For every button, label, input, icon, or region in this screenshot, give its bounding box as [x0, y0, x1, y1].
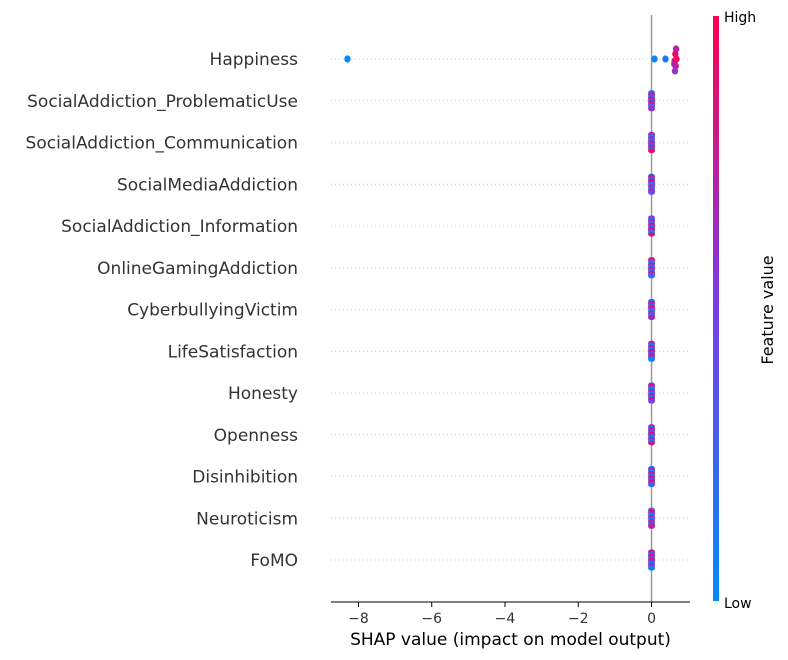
data-point: [648, 357, 655, 362]
feature-label: Neuroticism: [196, 509, 298, 529]
data-point: [651, 55, 658, 63]
data-point: [671, 67, 679, 75]
data-point: [671, 60, 678, 68]
x-tick-label: −6: [421, 611, 442, 627]
data-point: [648, 482, 655, 488]
data-point: [648, 315, 655, 321]
x-tick-label: 0: [647, 611, 656, 627]
feature-row-guides: [331, 58, 690, 561]
data-point: [344, 55, 351, 63]
data-point: [648, 106, 655, 112]
colorbar-title: Feature value: [758, 255, 777, 364]
feature-label: SocialMediaAddiction: [117, 175, 298, 195]
feature-label: Openness: [214, 426, 298, 446]
feature-label: OnlineGamingAddiction: [97, 259, 298, 279]
data-point: [648, 440, 655, 446]
feature-label: SocialAddiction_ProblematicUse: [27, 92, 298, 112]
feature-label: CyberbullyingVictim: [127, 301, 298, 321]
colorbar-high-label: High: [724, 10, 756, 26]
data-point: [648, 190, 655, 195]
feature-label: LifeSatisfaction: [168, 342, 298, 362]
x-axis-ticks: −8 −6 −4 −2 0: [348, 602, 656, 627]
feature-label: Happiness: [210, 50, 299, 70]
x-tick-label: −4: [495, 611, 516, 627]
feature-label: SocialAddiction_Information: [61, 217, 298, 237]
feature-label: FoMO: [250, 551, 298, 571]
data-point: [662, 55, 669, 63]
data-point: [648, 399, 655, 404]
data-point: [648, 524, 655, 529]
data-point: [648, 273, 655, 279]
feature-label: SocialAddiction_Communication: [26, 134, 298, 154]
x-tick-label: −8: [348, 611, 369, 627]
feature-label: Honesty: [228, 384, 298, 404]
data-point: [648, 566, 655, 571]
data-point: [648, 148, 655, 154]
x-tick-label: −2: [568, 611, 589, 627]
colorbar: [713, 16, 719, 601]
feature-label: Disinhibition: [192, 468, 298, 488]
x-axis-title: SHAP value (impact on model output): [350, 630, 671, 650]
colorbar-low-label: Low: [724, 596, 752, 612]
data-point: [648, 232, 655, 237]
data-points: [344, 45, 680, 571]
feature-labels: Happiness SocialAddiction_ProblematicUse S…: [26, 50, 299, 571]
